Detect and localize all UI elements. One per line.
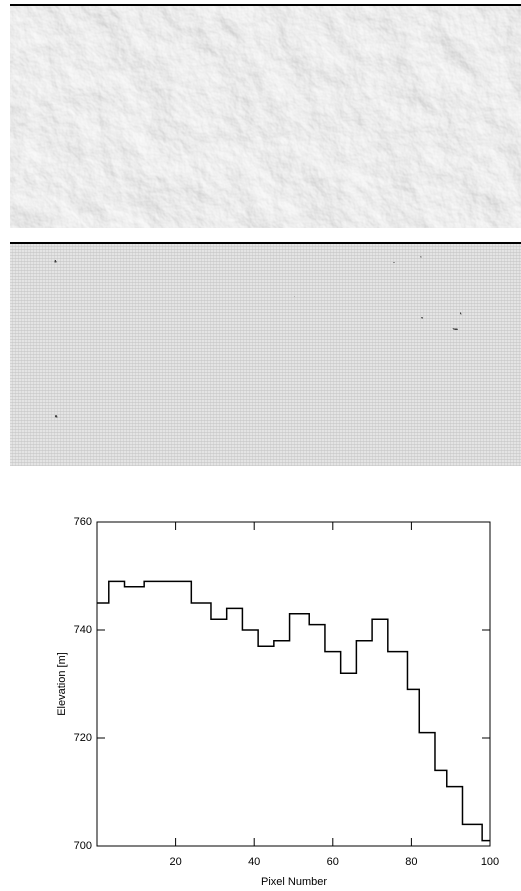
y-tick-label: 720: [74, 732, 92, 744]
lineated-relief-image: [10, 242, 521, 466]
x-tick-label: 100: [481, 856, 499, 868]
x-tick-label: 20: [169, 856, 181, 868]
x-axis-label: Pixel Number: [261, 876, 327, 888]
x-tick-label: 60: [327, 856, 339, 868]
shaded-relief-image: [10, 4, 521, 228]
y-tick-label: 700: [74, 840, 92, 852]
x-tick-label: 40: [248, 856, 260, 868]
y-axis-label: Elevation [m]: [56, 652, 68, 716]
y-tick-label: 760: [74, 516, 92, 528]
y-tick-label: 740: [74, 624, 92, 636]
elevation-line: [97, 580, 490, 842]
x-tick-label: 80: [405, 856, 417, 868]
plot-frame: [96, 521, 491, 847]
